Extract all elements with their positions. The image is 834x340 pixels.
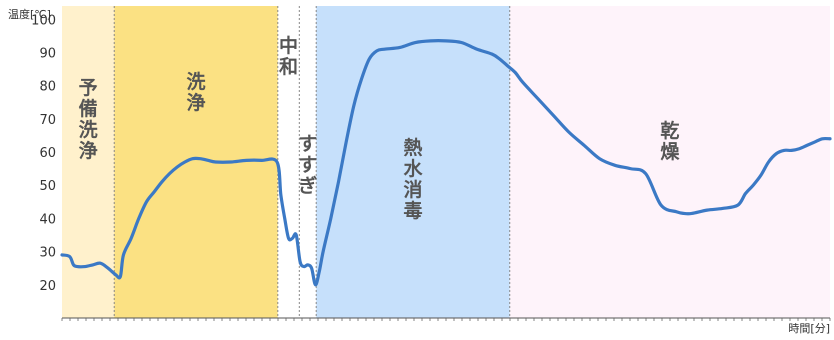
phase-band-3 (299, 6, 317, 318)
y-tick-label: 50 (39, 179, 56, 194)
phase-label-2: 中和 (279, 34, 298, 78)
y-tick-label: 80 (39, 80, 56, 95)
phase-label-char: 備 (79, 97, 98, 120)
phase-label-char: 消 (403, 178, 422, 201)
phase-label-char: 乾 (660, 119, 679, 142)
phase-label-char: 洗 (79, 118, 98, 141)
phase-label-char: 熱 (403, 136, 422, 159)
phase-band-2 (277, 6, 300, 318)
phase-label-char: 予 (79, 77, 98, 99)
y-axis-title: 温度[℃] (8, 7, 51, 21)
phase-label-3: すすぎ (298, 133, 317, 197)
phase-label-char: 水 (403, 158, 423, 180)
phase-label-char: 毒 (403, 199, 422, 222)
phase-label-5: 乾燥 (660, 119, 680, 163)
phase-label-char: す (298, 133, 317, 155)
phase-label-1: 洗浄 (187, 70, 206, 114)
y-tick-label: 60 (39, 146, 56, 161)
phase-label-char: 浄 (187, 91, 206, 114)
temperature-line-series-0 (60, 39, 832, 287)
phase-band-4 (316, 6, 510, 318)
y-tick-label: 40 (39, 212, 56, 227)
phase-band-1 (114, 6, 278, 318)
y-tick-label: 20 (39, 279, 56, 294)
phase-label-char: 中 (279, 34, 298, 57)
phase-label-char: 洗 (187, 70, 206, 93)
y-tick-label: 70 (39, 113, 56, 128)
y-tick-label: 100 (31, 13, 56, 28)
y-tick-label: 90 (39, 46, 56, 61)
phase-band-5 (509, 6, 830, 318)
phase-label-char: ぎ (298, 174, 317, 197)
phase-label-char: 燥 (660, 141, 680, 163)
x-axis-title: 時間[分] (788, 322, 830, 335)
phase-band-0 (62, 6, 115, 318)
temperature-line-group (60, 39, 832, 287)
phase-label-char: す (298, 154, 317, 176)
y-tick-label: 30 (39, 246, 56, 261)
phase-label-char: 浄 (79, 139, 98, 162)
phase-label-char: 和 (279, 55, 298, 78)
phase-bands (62, 6, 830, 318)
